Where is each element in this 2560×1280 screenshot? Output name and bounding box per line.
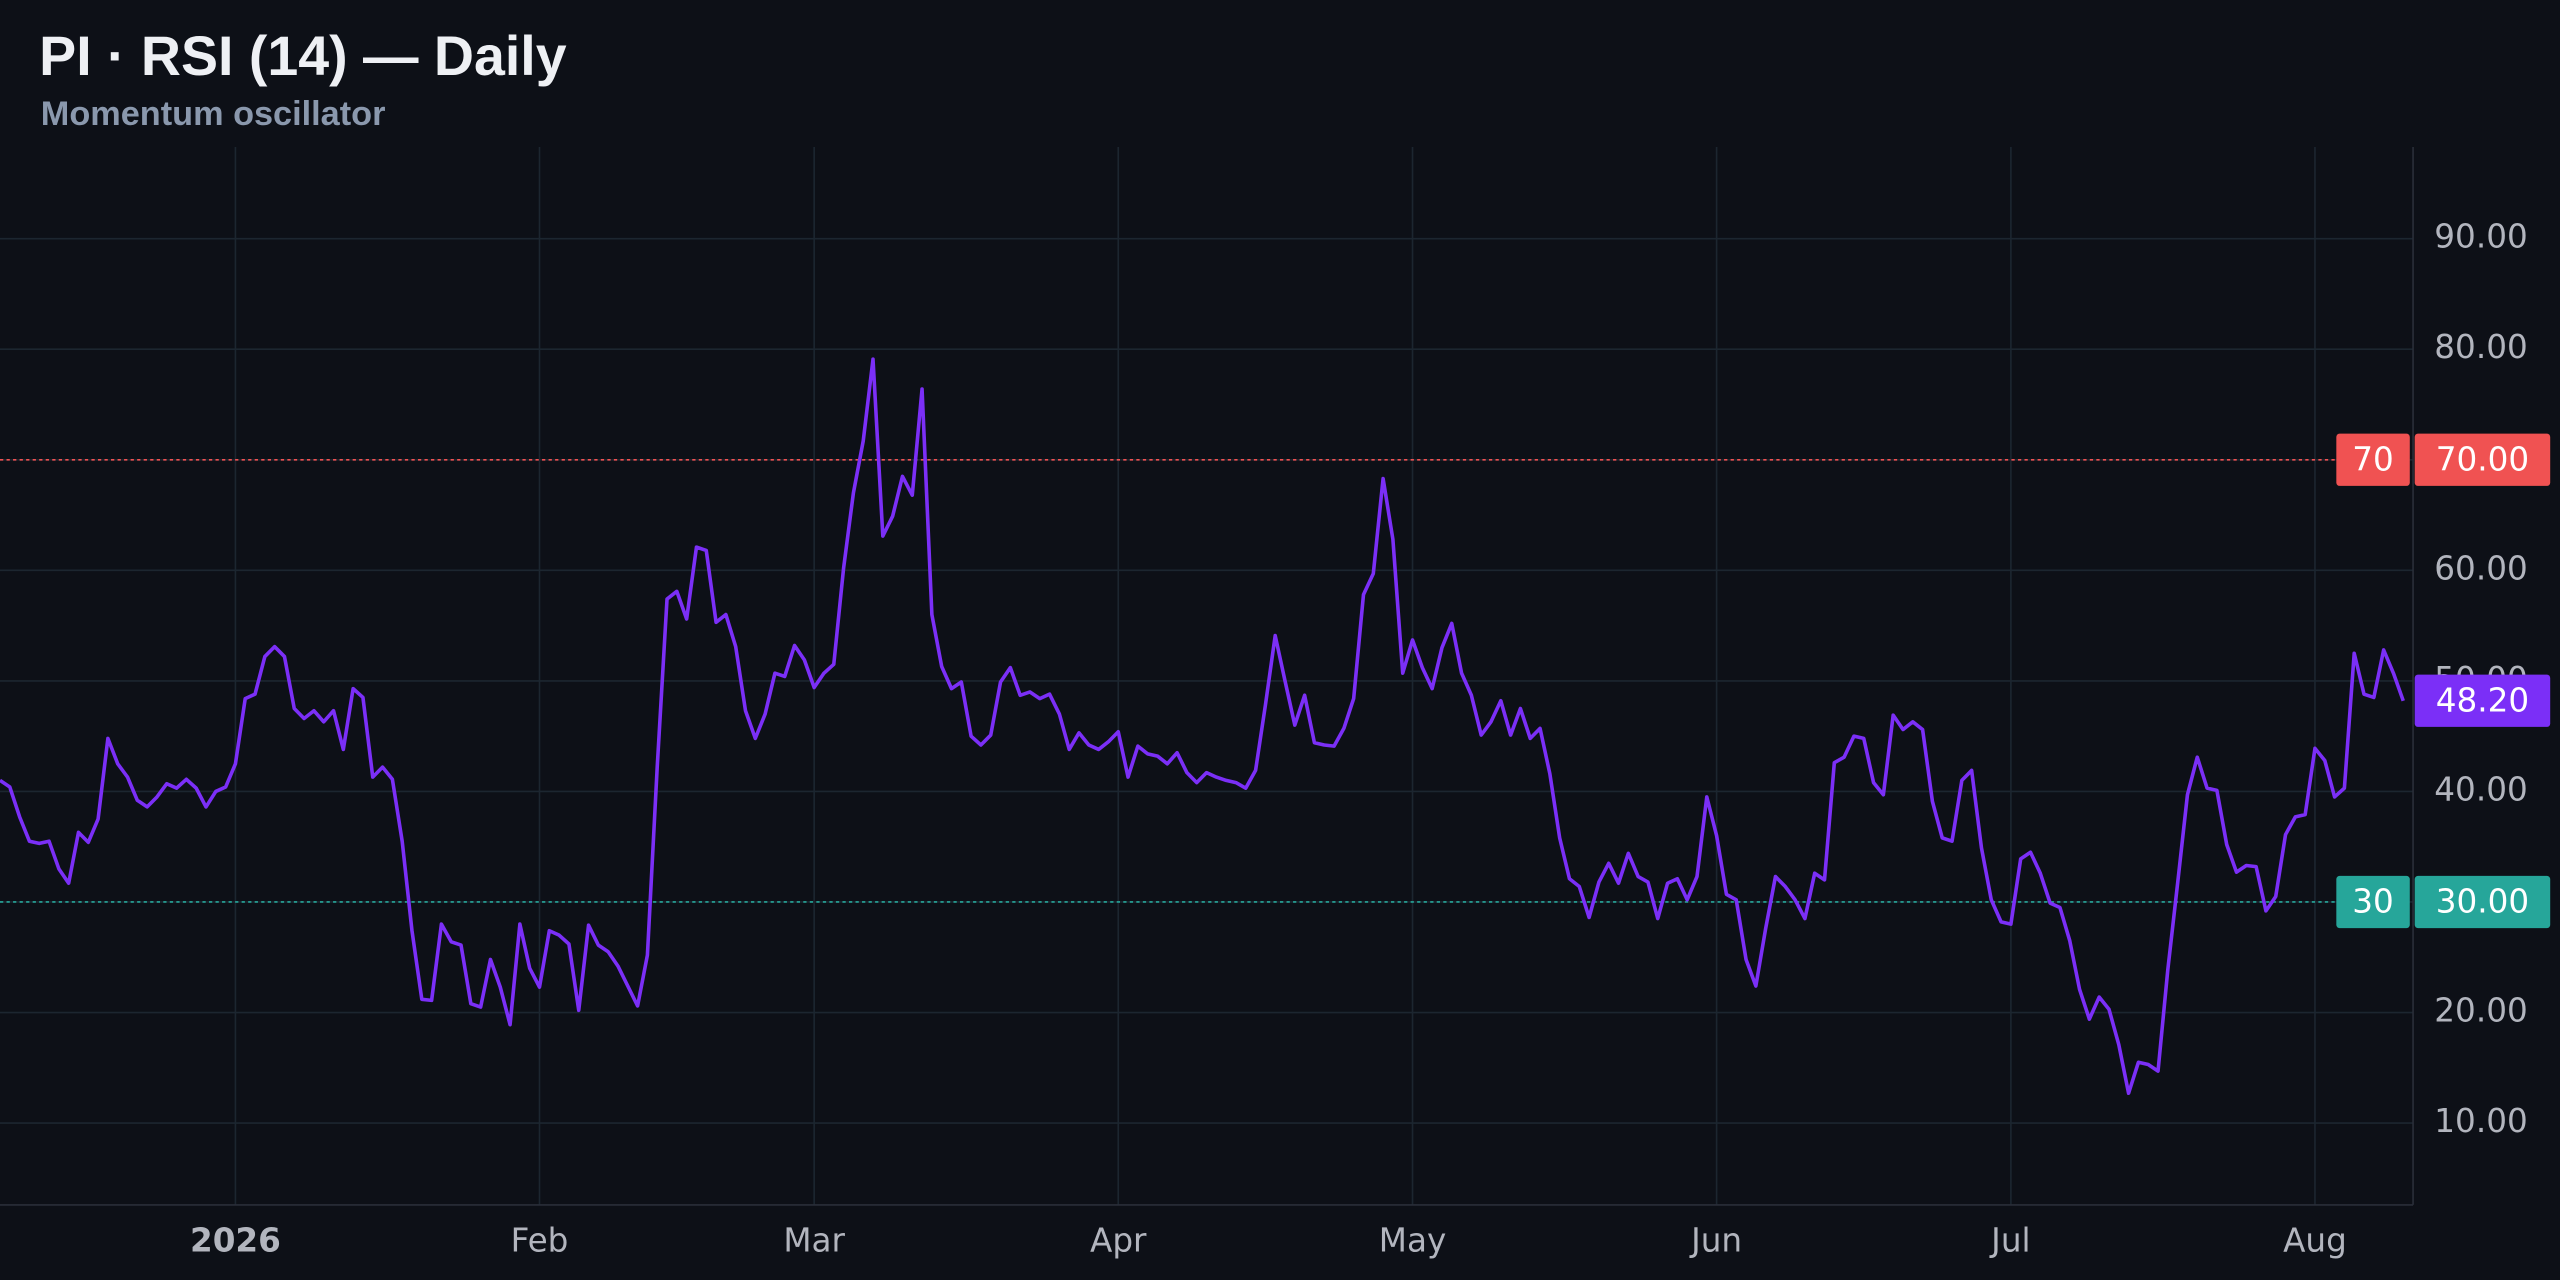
chart-title: PI · RSI (14) — Daily	[39, 25, 567, 87]
x-tick-label: May	[1379, 1221, 1446, 1259]
level-axis-label-bg	[2414, 875, 2551, 929]
level-label-bg	[2336, 875, 2410, 929]
x-tick-label: Jun	[1689, 1221, 1742, 1259]
y-tick-label: 60.00	[2434, 549, 2527, 587]
x-tick-label: Mar	[783, 1221, 845, 1259]
marks	[0, 357, 2405, 1096]
level-label: 70	[2352, 440, 2394, 478]
x-tick-label: 2026	[190, 1221, 281, 1259]
y-tick-label: 20.00	[2434, 992, 2527, 1030]
x-tick-label: Feb	[511, 1221, 569, 1259]
y-tick-label: 80.00	[2434, 328, 2527, 366]
last-value-label: 48.20	[2436, 681, 2529, 719]
rsi-line	[0, 357, 2405, 1096]
last-value-label-bg	[2414, 674, 2551, 727]
x-tick-label: Aug	[2283, 1221, 2347, 1259]
y-tick-label: 90.00	[2434, 218, 2527, 256]
x-tick-label: Jul	[1989, 1221, 2030, 1259]
chart-subtitle: Momentum oscillator	[41, 95, 386, 133]
level-axis-label: 30.00	[2436, 883, 2529, 921]
y-tick-label: 10.00	[2434, 1102, 2527, 1140]
x-tick-label: Apr	[1090, 1221, 1147, 1259]
grid	[0, 146, 2414, 1205]
y-tick-label: 40.00	[2434, 770, 2527, 808]
level-label-bg	[2336, 433, 2410, 486]
level-axis-label: 70.00	[2436, 440, 2529, 478]
level-axis-label-bg	[2414, 433, 2551, 486]
level-label: 30	[2352, 883, 2394, 921]
